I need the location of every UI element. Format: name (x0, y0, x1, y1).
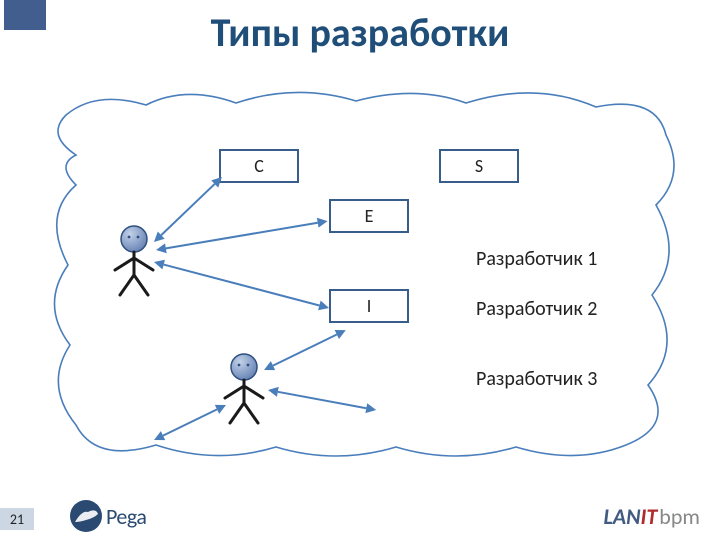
pega-logo-icon (70, 500, 102, 532)
node-i: I (329, 289, 409, 323)
arrow (267, 385, 377, 415)
arrow (153, 257, 331, 313)
lanit-it: IT (641, 503, 658, 530)
arrow (152, 401, 228, 445)
diagram-stage: C S E I Разработчик 1 Разработчик 2 Разр… (36, 85, 684, 465)
dev-label-2: Разработчик 2 (476, 297, 597, 321)
person-icon (221, 353, 267, 425)
arrow (262, 326, 348, 375)
lanit-logo: LANITbpm (603, 503, 700, 530)
node-s: S (439, 149, 519, 183)
pega-logo: Pega (70, 500, 146, 532)
node-e-label: E (365, 205, 374, 227)
page-title: Типы разработки (0, 8, 720, 57)
node-c-label: C (254, 155, 264, 177)
node-e: E (329, 199, 409, 233)
pega-wordmark: Pega (106, 503, 146, 530)
person-icon (111, 225, 157, 297)
lanit-bpm: bpm (659, 503, 700, 530)
lanit-lan: LAN (603, 503, 640, 530)
dev-label-1: Разработчик 1 (476, 247, 597, 271)
page-number: 21 (0, 508, 34, 530)
node-s-label: S (475, 155, 483, 177)
node-c: C (219, 149, 299, 183)
dev-label-3: Разработчик 3 (476, 367, 597, 391)
node-i-label: I (367, 295, 372, 317)
